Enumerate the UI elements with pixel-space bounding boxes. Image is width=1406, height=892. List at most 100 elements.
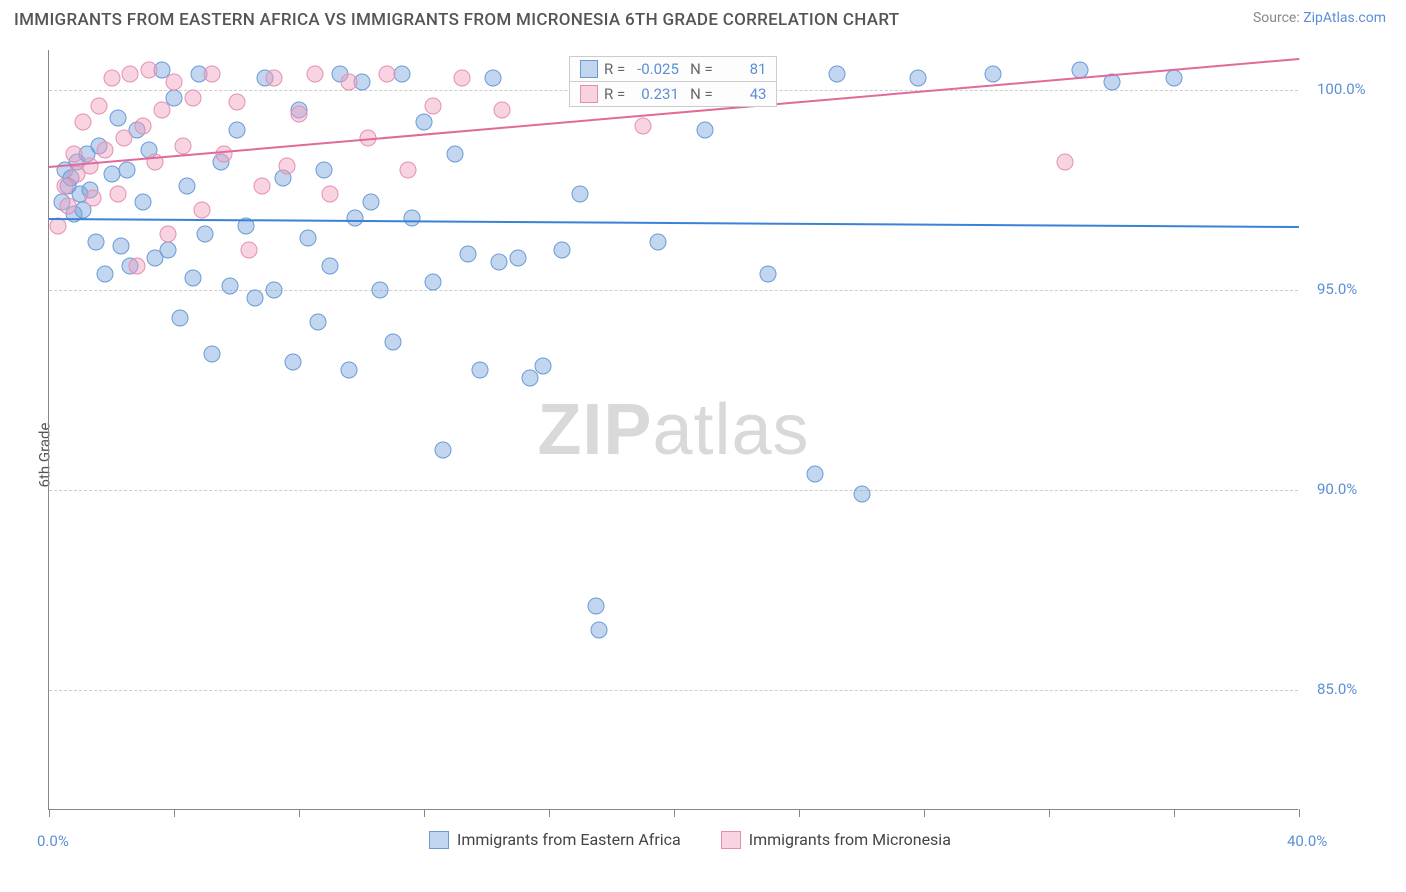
x-tick <box>549 809 550 817</box>
source-link[interactable]: ZipAtlas.com <box>1303 10 1386 26</box>
x-tick <box>424 809 425 817</box>
scatter-point <box>241 242 258 259</box>
scatter-point <box>216 146 233 163</box>
scatter-point <box>372 282 389 299</box>
scatter-point <box>384 334 401 351</box>
scatter-point <box>109 110 126 127</box>
scatter-point <box>166 74 183 91</box>
scatter-point <box>197 226 214 243</box>
scatter-point <box>194 202 211 219</box>
x-tick <box>799 809 800 817</box>
scatter-point <box>300 230 317 247</box>
scatter-point <box>109 186 126 203</box>
scatter-point <box>400 162 417 179</box>
scatter-point <box>472 362 489 379</box>
scatter-point <box>284 354 301 371</box>
scatter-point <box>134 118 151 135</box>
gridline <box>49 690 1298 691</box>
scatter-point <box>1166 70 1183 87</box>
scatter-point <box>103 166 120 183</box>
x-tick <box>674 809 675 817</box>
scatter-point <box>341 74 358 91</box>
scatter-point <box>266 282 283 299</box>
stats-legend: R = -0.025 N = 81 R = 0.231 N = 43 <box>569 56 777 107</box>
scatter-point <box>84 190 101 207</box>
scatter-point <box>253 178 270 195</box>
scatter-point <box>119 162 136 179</box>
scatter-point <box>453 70 470 87</box>
scatter-point <box>697 122 714 139</box>
scatter-point <box>909 70 926 87</box>
scatter-point <box>81 158 98 175</box>
scatter-point <box>306 66 323 83</box>
gridline <box>49 490 1298 491</box>
watermark-light: atlas <box>652 390 809 470</box>
scatter-point <box>572 186 589 203</box>
scatter-point <box>141 62 158 79</box>
scatter-point <box>1056 154 1073 171</box>
scatter-point <box>184 90 201 107</box>
scatter-point <box>159 242 176 259</box>
scatter-point <box>534 358 551 375</box>
scatter-point <box>509 250 526 267</box>
scatter-point <box>116 130 133 147</box>
stats-legend-row: R = -0.025 N = 81 <box>570 57 776 82</box>
scatter-point <box>403 210 420 227</box>
stats-legend-row: R = 0.231 N = 43 <box>570 82 776 106</box>
scatter-point <box>828 66 845 83</box>
series-legend-item: Immigrants from Eastern Africa <box>429 830 681 849</box>
watermark: ZIPatlas <box>537 389 809 471</box>
series-legend-label: Immigrants from Micronesia <box>749 830 951 849</box>
scatter-point <box>425 274 442 291</box>
scatter-point <box>341 362 358 379</box>
scatter-point <box>228 94 245 111</box>
scatter-point <box>484 70 501 87</box>
scatter-point <box>394 66 411 83</box>
scatter-point <box>66 146 83 163</box>
scatter-point <box>228 122 245 139</box>
scatter-point <box>491 254 508 271</box>
x-tick <box>924 809 925 817</box>
scatter-point <box>159 226 176 243</box>
scatter-point <box>494 102 511 119</box>
scatter-point <box>178 178 195 195</box>
plot-area: ZIPatlas 85.0%90.0%95.0%100.0%0.0%40.0%R… <box>48 50 1298 810</box>
legend-swatch <box>580 60 598 78</box>
scatter-point <box>122 66 139 83</box>
scatter-point <box>634 118 651 135</box>
x-tick <box>174 809 175 817</box>
y-tick-label: 90.0% <box>1317 480 1357 498</box>
scatter-point <box>222 278 239 295</box>
scatter-point <box>91 98 108 115</box>
legend-swatch <box>721 831 741 849</box>
series-legend: Immigrants from Eastern Africa Immigrants… <box>429 830 951 849</box>
scatter-point <box>378 66 395 83</box>
scatter-point <box>97 266 114 283</box>
scatter-point <box>759 266 776 283</box>
scatter-point <box>322 186 339 203</box>
scatter-point <box>806 466 823 483</box>
scatter-point <box>587 598 604 615</box>
chart-container: 6th Grade ZIPatlas 85.0%90.0%95.0%100.0%… <box>48 50 1388 860</box>
scatter-point <box>247 290 264 307</box>
scatter-point <box>75 114 92 131</box>
legend-swatch <box>429 831 449 849</box>
scatter-point <box>553 242 570 259</box>
scatter-point <box>347 210 364 227</box>
y-tick-label: 100.0% <box>1317 80 1366 98</box>
watermark-bold: ZIP <box>537 390 652 470</box>
y-tick-label: 85.0% <box>1317 680 1357 698</box>
scatter-point <box>59 198 76 215</box>
y-tick-label: 95.0% <box>1317 280 1357 298</box>
x-tick <box>299 809 300 817</box>
stats-text: R = -0.025 N = 81 <box>604 60 766 78</box>
scatter-point <box>425 98 442 115</box>
legend-swatch <box>580 85 598 103</box>
scatter-point <box>134 194 151 211</box>
scatter-point <box>266 70 283 87</box>
series-legend-item: Immigrants from Micronesia <box>721 830 951 849</box>
x-tick <box>1049 809 1050 817</box>
scatter-point <box>416 114 433 131</box>
x-tick <box>1299 809 1300 817</box>
scatter-point <box>316 162 333 179</box>
